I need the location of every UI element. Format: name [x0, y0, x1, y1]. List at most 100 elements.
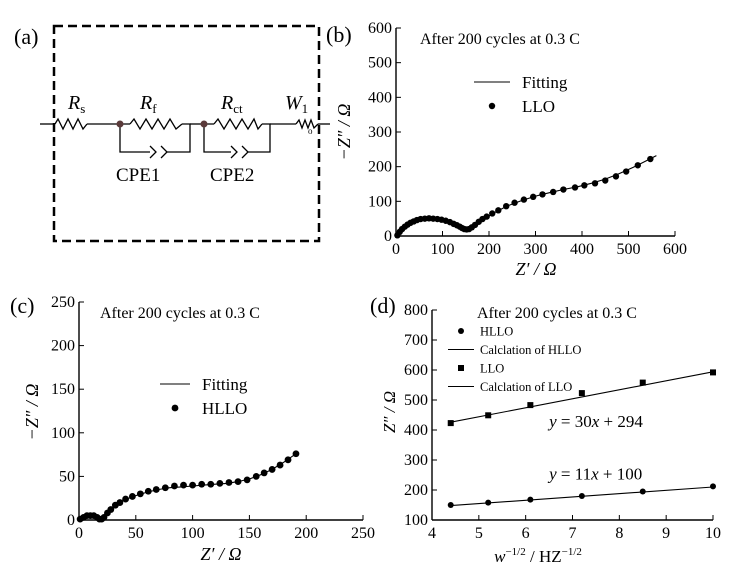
c-ytick-label: 100 — [51, 425, 75, 442]
b-data-point — [495, 207, 502, 214]
b-legend-entry: Fitting — [522, 73, 568, 92]
d-ytick-label: 700 — [404, 332, 428, 349]
panel-c-title: After 200 cycles at 0.3 C — [100, 305, 260, 322]
c-data-point — [122, 495, 129, 503]
b-ytick-label: 400 — [368, 89, 392, 106]
b-data-point — [483, 213, 490, 220]
c-ytick-label: 150 — [51, 381, 75, 398]
panel-b-label: (b) — [326, 22, 352, 47]
c-xtick-label: 200 — [294, 525, 318, 542]
b-xtick-label: 500 — [617, 241, 641, 258]
d-legend-entry: LLO — [480, 361, 504, 375]
c-data-point — [116, 499, 124, 506]
d-xtick-label: 5 — [475, 525, 483, 542]
c-legend-entry: HLLO — [202, 399, 247, 418]
d-ytick-label: 300 — [404, 452, 428, 469]
b-data-point — [612, 173, 620, 180]
d-legend-marker-swatch — [458, 328, 464, 334]
circuit-cpe — [149, 145, 249, 159]
d-data-point — [710, 483, 716, 490]
b-data-point — [520, 196, 528, 203]
svg-text:o: o — [308, 126, 313, 136]
d-legend-marker-swatch — [458, 365, 464, 371]
c-data-point — [144, 487, 152, 495]
c-xtick-label: 150 — [237, 525, 261, 542]
d-series-line-3 — [450, 371, 714, 423]
c-ytick-label: 0 — [67, 512, 75, 529]
b-xtick-label: 200 — [477, 241, 501, 258]
panel-c-chart: (c) After 200 cycles at 0.3 C 0 50 100 150 2… — [10, 293, 375, 564]
c-data-point — [268, 466, 276, 473]
d-equation-annotation: y = 11x + 100 — [547, 465, 642, 484]
panel-a-label: (a) — [14, 24, 38, 49]
c-data-point — [189, 481, 197, 489]
c-data-point — [225, 479, 233, 486]
resistor-rct — [213, 117, 263, 131]
d-xtick-label: 6 — [522, 525, 530, 542]
b-data-point — [591, 180, 599, 187]
c-data-point — [292, 450, 300, 458]
d-ytick-label: 100 — [404, 512, 428, 529]
b-data-point — [511, 199, 518, 206]
d-xtick-label: 9 — [662, 525, 670, 542]
circuit-frame — [52, 24, 321, 243]
d-xtick-label: 8 — [615, 525, 623, 542]
label-rct: Rct — [220, 92, 243, 116]
d-data-point — [447, 420, 454, 427]
b-ytick-label: 200 — [368, 159, 392, 176]
c-data-point — [243, 476, 251, 484]
d-xtick-label: 7 — [569, 525, 577, 542]
d-data-point — [639, 379, 646, 386]
d-equation-annotation: y = 30x + 294 — [547, 412, 643, 431]
b-data-point — [602, 177, 609, 184]
b-data-point — [647, 155, 654, 163]
c-data-point — [198, 480, 206, 488]
c-xtick-label: 50 — [128, 525, 144, 542]
c-ytick-label: 250 — [51, 294, 75, 311]
c-data-point — [234, 478, 242, 486]
c-data-point — [284, 456, 292, 464]
c-data-point — [128, 493, 136, 500]
c-data-point — [152, 486, 160, 493]
panel-c-label: (c) — [10, 293, 34, 318]
circuit-nodes — [116, 120, 208, 128]
circuit-resistors — [54, 117, 263, 131]
d-legend-entry: Calclation of LLO — [480, 380, 572, 394]
panel-c-xlabel: Z′ / Ω — [201, 544, 242, 564]
b-legend-marker-swatch — [488, 102, 496, 110]
label-cpe1: CPE1 — [116, 165, 160, 186]
b-data-point — [529, 193, 537, 201]
d-legend-entry: Calclation of HLLO — [480, 343, 581, 357]
c-ytick-label: 200 — [51, 338, 75, 355]
d-legend-entry: HLLO — [480, 324, 513, 338]
b-ytick-label: 500 — [368, 55, 392, 72]
c-legend-marker-swatch — [171, 404, 179, 412]
d-ytick-label: 500 — [404, 392, 428, 409]
b-data-point — [560, 186, 567, 193]
c-data-point — [207, 480, 215, 488]
resistor-rf — [129, 117, 183, 131]
c-ytick-label: 50 — [59, 468, 75, 485]
b-xtick-label: 300 — [524, 241, 548, 258]
panel-d-label: (d) — [370, 293, 396, 318]
panel-c-plot: 0 50 100 150 200 250 0 50 100 150 200 250 Fitting HLL… — [51, 294, 375, 542]
b-data-point — [622, 168, 630, 175]
c-xtick-label: 100 — [181, 525, 205, 542]
b-data-point — [489, 210, 496, 217]
c-data-point — [161, 484, 169, 492]
panel-d-xlabel: w−1/2 / HZ−1/2 — [494, 546, 582, 566]
d-ytick-label: 400 — [404, 422, 428, 439]
c-xtick-label: 0 — [75, 525, 83, 542]
b-xtick-label: 400 — [570, 241, 594, 258]
b-data-point — [581, 182, 588, 189]
panel-b-ylabel: −Z″ / Ω — [334, 104, 354, 161]
b-data-point — [549, 188, 557, 196]
c-data-point — [252, 473, 260, 480]
b-ytick-label: 0 — [384, 228, 392, 245]
c-data-point — [136, 490, 144, 498]
b-ytick-label: 300 — [368, 124, 392, 141]
panel-b-xlabel: Z′ / Ω — [516, 259, 557, 279]
c-data-point — [107, 506, 115, 513]
b-ytick-label: 600 — [368, 20, 392, 37]
